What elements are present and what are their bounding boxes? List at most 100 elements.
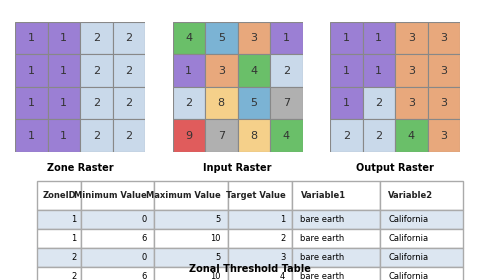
Bar xyxy=(172,87,205,119)
Text: 2: 2 xyxy=(92,66,100,76)
Bar xyxy=(112,54,145,87)
Bar xyxy=(80,119,112,152)
Bar xyxy=(205,119,238,152)
Text: 1: 1 xyxy=(375,66,382,76)
Bar xyxy=(238,87,270,119)
Text: 1: 1 xyxy=(186,66,192,76)
Bar xyxy=(48,87,80,119)
Text: 2: 2 xyxy=(125,66,132,76)
Text: 4: 4 xyxy=(408,130,415,141)
Text: 2: 2 xyxy=(92,130,100,141)
Bar xyxy=(395,119,428,152)
Text: 2: 2 xyxy=(375,130,382,141)
Bar xyxy=(330,22,362,54)
Bar xyxy=(15,22,48,54)
Text: 3: 3 xyxy=(408,33,415,43)
Text: 8: 8 xyxy=(250,130,258,141)
Text: 1: 1 xyxy=(28,66,35,76)
Bar xyxy=(80,54,112,87)
Text: 3: 3 xyxy=(440,98,448,108)
Text: 2: 2 xyxy=(375,98,382,108)
Bar xyxy=(80,22,112,54)
Text: 1: 1 xyxy=(60,33,68,43)
Text: 3: 3 xyxy=(250,33,257,43)
Bar xyxy=(270,119,302,152)
Text: 3: 3 xyxy=(440,130,448,141)
Bar xyxy=(172,22,205,54)
Bar xyxy=(205,54,238,87)
Text: 1: 1 xyxy=(343,98,350,108)
Bar xyxy=(238,119,270,152)
Bar xyxy=(15,87,48,119)
Bar xyxy=(362,87,395,119)
Text: 8: 8 xyxy=(218,98,225,108)
Text: 4: 4 xyxy=(185,33,192,43)
Bar xyxy=(330,54,362,87)
Bar xyxy=(330,119,362,152)
Text: 2: 2 xyxy=(125,130,132,141)
Bar xyxy=(330,87,362,119)
Text: 4: 4 xyxy=(282,130,290,141)
Bar xyxy=(80,87,112,119)
Text: 1: 1 xyxy=(60,130,68,141)
Text: 7: 7 xyxy=(218,130,225,141)
Text: 1: 1 xyxy=(60,98,68,108)
Bar xyxy=(48,119,80,152)
Bar xyxy=(428,87,460,119)
Bar xyxy=(362,22,395,54)
Text: 5: 5 xyxy=(218,33,225,43)
Bar xyxy=(112,87,145,119)
Bar xyxy=(205,87,238,119)
Text: 1: 1 xyxy=(28,130,35,141)
Text: 3: 3 xyxy=(440,66,448,76)
Text: 2: 2 xyxy=(125,98,132,108)
Bar xyxy=(270,22,302,54)
Text: 1: 1 xyxy=(375,33,382,43)
Bar xyxy=(395,54,428,87)
Bar xyxy=(172,54,205,87)
Text: 2: 2 xyxy=(342,130,350,141)
Bar xyxy=(270,54,302,87)
Text: 1: 1 xyxy=(343,33,350,43)
Text: Zone Raster: Zone Raster xyxy=(46,163,114,173)
Bar xyxy=(395,22,428,54)
Text: 3: 3 xyxy=(218,66,225,76)
Text: 2: 2 xyxy=(92,98,100,108)
Text: 3: 3 xyxy=(408,66,415,76)
Bar xyxy=(395,87,428,119)
Text: 1: 1 xyxy=(28,98,35,108)
Bar xyxy=(428,22,460,54)
Bar xyxy=(48,22,80,54)
Bar xyxy=(205,22,238,54)
Text: 4: 4 xyxy=(250,66,258,76)
Text: Zonal Threshold Table: Zonal Threshold Table xyxy=(189,264,311,274)
Text: 5: 5 xyxy=(250,98,257,108)
Bar xyxy=(15,119,48,152)
Bar xyxy=(172,119,205,152)
Text: 1: 1 xyxy=(60,66,68,76)
Bar xyxy=(428,54,460,87)
Bar xyxy=(238,22,270,54)
Bar xyxy=(362,119,395,152)
Text: 3: 3 xyxy=(408,98,415,108)
Bar xyxy=(238,54,270,87)
Bar xyxy=(15,54,48,87)
Text: Output Raster: Output Raster xyxy=(356,163,434,173)
Bar xyxy=(428,119,460,152)
Text: 2: 2 xyxy=(92,33,100,43)
Bar xyxy=(112,119,145,152)
Text: 1: 1 xyxy=(343,66,350,76)
Bar xyxy=(270,87,302,119)
Text: 2: 2 xyxy=(125,33,132,43)
Text: Input Raster: Input Raster xyxy=(203,163,272,173)
Text: 1: 1 xyxy=(283,33,290,43)
Bar xyxy=(48,54,80,87)
Bar xyxy=(362,54,395,87)
Bar xyxy=(112,22,145,54)
Text: 2: 2 xyxy=(185,98,192,108)
Text: 3: 3 xyxy=(440,33,448,43)
Text: 9: 9 xyxy=(185,130,192,141)
Text: 2: 2 xyxy=(282,66,290,76)
Text: 1: 1 xyxy=(28,33,35,43)
Text: 7: 7 xyxy=(282,98,290,108)
